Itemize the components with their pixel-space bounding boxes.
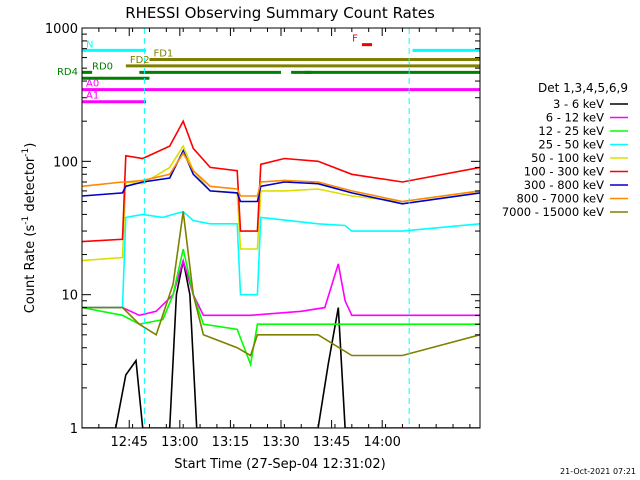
flag-label-A0: A0: [86, 79, 99, 90]
y-tick-label-0: 1: [70, 422, 78, 437]
flag-label-N: N: [86, 39, 93, 50]
legend-label-0: 3 - 6 keV: [553, 97, 604, 111]
timestamp: 21-Oct-2021 07:21: [560, 467, 636, 476]
series-line-8: [82, 211, 480, 357]
flag-label-F: F: [352, 34, 358, 45]
series-line-1: [82, 257, 480, 317]
x-tick-label-5: 14:00: [363, 435, 400, 450]
y-tick-label-3: 1000: [45, 22, 78, 37]
chart-title: RHESSI Observing Summary Count Rates: [125, 4, 435, 22]
x-axis: 12:45 13:00 13:15 13:30 13:45 14:00: [81, 28, 471, 450]
legend-label-5: 100 - 300 keV: [524, 165, 604, 179]
legend-label-4: 50 - 100 keV: [531, 151, 604, 165]
series-line-0: [82, 260, 480, 428]
plot-frame: [81, 27, 481, 429]
x-tick-label-1: 13:00: [161, 435, 198, 450]
flag-label-RD4: RD4: [57, 67, 78, 78]
legend-label-7: 800 - 7000 keV: [516, 192, 604, 206]
legend-label-6: 300 - 800 keV: [524, 178, 604, 192]
x-tick-label-0: 12:45: [110, 435, 147, 450]
x-tick-label-4: 13:45: [313, 435, 350, 450]
x-tick-label-2: 13:15: [212, 435, 249, 450]
x-axis-label: Start Time (27-Sep-04 12:31:02): [174, 457, 385, 472]
y-axis: 1 10 100 1000: [45, 22, 480, 437]
legend-label-2: 12 - 25 keV: [538, 124, 604, 138]
series-line-5: [82, 119, 480, 243]
y-tick-label-1: 10: [61, 289, 78, 304]
flag-label-A1: A1: [86, 91, 99, 102]
legend-label-3: 25 - 50 keV: [538, 138, 604, 152]
flag-label-FD1: FD1: [153, 49, 173, 60]
legend-label-1: 6 - 12 keV: [546, 111, 604, 125]
series-line-7: [82, 151, 480, 203]
legend-label-8: 7000 - 15000 keV: [502, 205, 604, 219]
series-line-6: [82, 148, 480, 205]
flag-label-RD0: RD0: [92, 61, 113, 72]
legend-title: Det 1,3,4,5,6,9: [538, 81, 628, 95]
x-tick-label-3: 13:30: [262, 435, 299, 450]
y-tick-label-2: 100: [53, 155, 78, 170]
plot-area: [82, 28, 480, 428]
y-axis-label: Count Rate (s-1 detector-1): [21, 143, 38, 314]
series-line-2: [82, 248, 480, 368]
series-line-4: [82, 144, 480, 262]
flag-label-FD2: FD2: [130, 55, 150, 66]
series-line-3: [82, 210, 480, 309]
